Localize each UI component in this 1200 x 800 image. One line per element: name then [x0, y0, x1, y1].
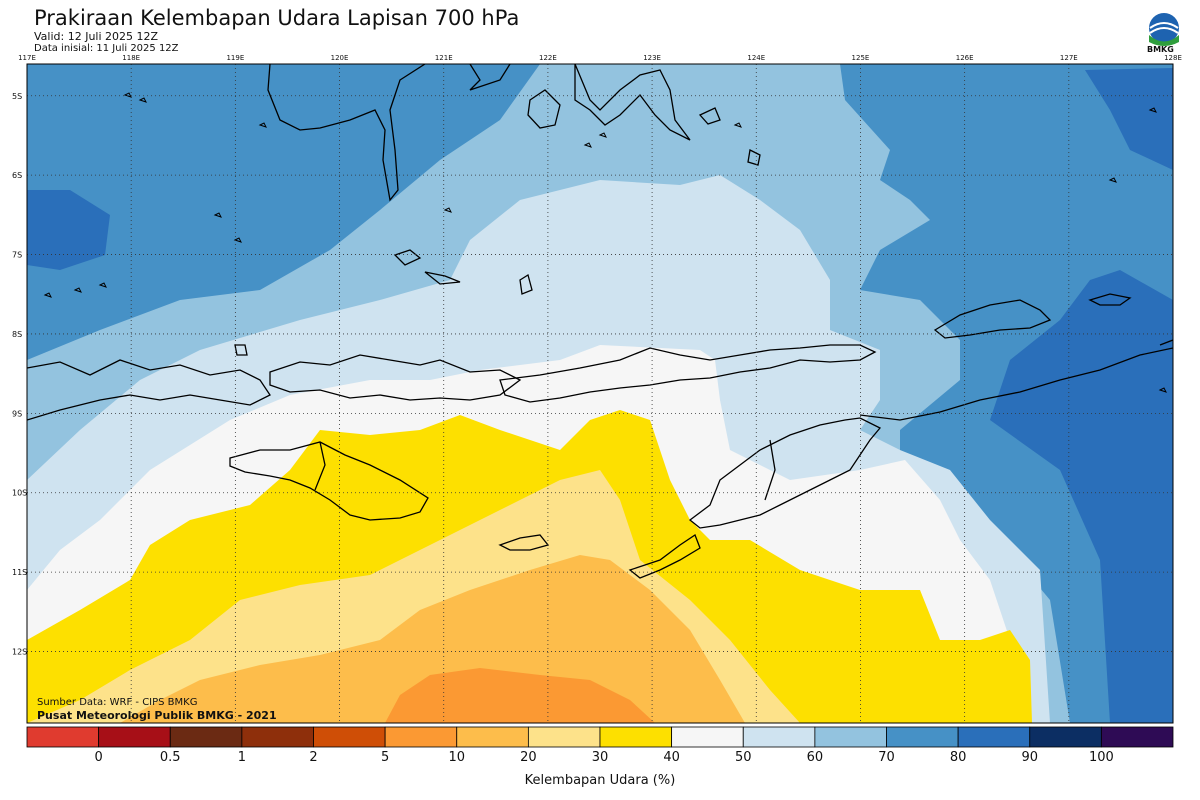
lon-label: 125E: [852, 54, 870, 62]
lon-label: 122E: [539, 54, 557, 62]
colorbar-swatch: [98, 726, 171, 748]
lat-label: 7S: [12, 251, 22, 260]
coast-sumba-divide: [314, 441, 326, 491]
lat-labels: 5S 6S 7S 8S 9S 10S 11S 12S: [12, 92, 27, 657]
colorbar-swatch: [599, 726, 673, 748]
lon-label: 121E: [435, 54, 453, 62]
lat-label: 8S: [12, 330, 22, 339]
band-5-10: [385, 668, 655, 723]
lon-label: 118E: [122, 54, 140, 62]
coastlines: [27, 64, 1173, 579]
colorbar-tick-label: 1: [238, 750, 246, 765]
lon-label: 123E: [643, 54, 661, 62]
valid-time: Valid: 12 Juli 2025 12Z: [34, 30, 159, 43]
source-line-1: Sumber Data: WRF - CIPS BMKG: [37, 697, 198, 708]
coast-buton: [527, 89, 561, 129]
coast-timor-border: [764, 439, 776, 501]
colorbar-tick-label: 2: [309, 750, 317, 765]
colorbar-swatch: [886, 726, 959, 748]
source-line-2: Pusat Meteorologi Publik BMKG - 2021: [37, 709, 277, 722]
lon-label: 126E: [956, 54, 974, 62]
band-80-90: [27, 190, 110, 270]
band-80-90: [1085, 68, 1173, 170]
colorbar-swatch: [527, 726, 601, 748]
coast-babar: [1088, 293, 1132, 306]
coast-rote: [628, 534, 701, 579]
lat-label: 6S: [12, 171, 22, 180]
colorbar-title: Kelembapan Udara (%): [524, 773, 676, 788]
coast-selayar: [393, 249, 422, 266]
colorbar-tick-label: 10: [448, 750, 465, 765]
colorbar-swatch: [241, 726, 314, 748]
colorbar-tick-label: 70: [878, 750, 895, 765]
colorbar-swatch: [384, 726, 458, 748]
lat-label: 12S: [12, 648, 27, 657]
colorbar-tick-label: 90: [1021, 750, 1038, 765]
colorbar-swatch: [456, 726, 529, 748]
coast-kisar: [1159, 339, 1173, 346]
colorbar-swatch: [671, 726, 744, 748]
lon-label: 127E: [1060, 54, 1078, 62]
coast-islet-c: [698, 107, 721, 125]
coast-islet-b: [234, 344, 248, 356]
colorbar-tick-label: 20: [520, 750, 537, 765]
coast-wetar: [933, 299, 1052, 339]
colorbar-tick-label: 50: [735, 750, 752, 765]
coast-sulawesi-east: [469, 64, 511, 91]
colorbar-swatch: [169, 726, 243, 748]
coast-islet-d: [747, 149, 761, 166]
colorbar-labels: 0 0.5 1 2 5 10 20 30 40 50 60 70 80 90 100: [94, 750, 1113, 765]
band-80-90: [990, 64, 1173, 723]
colorbar-swatch: [742, 726, 816, 748]
lat-label: 10S: [12, 489, 27, 498]
colorbar-tick-label: 0: [94, 750, 102, 765]
colorbar-tick-label: 30: [592, 750, 609, 765]
coast-flores: [499, 344, 877, 403]
map-title: Prakiraan Kelembapan Udara Lapisan 700 h…: [34, 6, 520, 30]
small-islands: [43, 92, 1167, 393]
colorbar-swatch: [814, 726, 887, 748]
coast-lombok-bali: [27, 359, 271, 421]
graticule: [27, 64, 1173, 723]
colorbar: [26, 726, 1174, 748]
bmkg-logo: [1149, 13, 1179, 46]
coast-flores-islands: [424, 271, 461, 285]
colorbar-swatch: [1029, 726, 1102, 748]
colorbar-tick-label: 60: [807, 750, 824, 765]
lat-label: 9S: [12, 409, 22, 418]
colorbar-tick-label: 100: [1089, 750, 1114, 765]
logo-text: BMKG: [1147, 45, 1174, 54]
colorbar-swatch: [957, 726, 1031, 748]
colorbar-tick-label: 5: [381, 750, 389, 765]
coast-banggai: [574, 64, 691, 141]
lon-label: 117E: [18, 54, 36, 62]
lon-label: 119E: [226, 54, 244, 62]
colorbar-tick-label: 0.5: [160, 750, 181, 765]
coast-islet-a: [519, 273, 533, 295]
initial-time: Data inisial: 11 Juli 2025 12Z: [34, 43, 179, 54]
coast-wetar-line: [859, 347, 1173, 421]
colorbar-swatch: [26, 726, 100, 748]
coast-sulawesi: [267, 64, 426, 202]
lon-label: 128E: [1164, 54, 1182, 62]
coast-sumbawa: [269, 354, 522, 401]
lon-label: 124E: [747, 54, 765, 62]
colorbar-swatch: [313, 726, 386, 748]
colorbar-tick-label: 40: [663, 750, 680, 765]
lat-label: 5S: [12, 92, 22, 101]
lat-label: 11S: [12, 568, 27, 577]
coast-timor: [688, 417, 882, 529]
colorbar-tick-label: 80: [950, 750, 967, 765]
lon-labels: 117E 118E 119E 120E 121E 122E 123E 124E 125E 126E…: [18, 54, 1182, 62]
lon-label: 120E: [331, 54, 349, 62]
colorbar-swatch: [1100, 726, 1174, 748]
map-frame: [26, 63, 1174, 724]
